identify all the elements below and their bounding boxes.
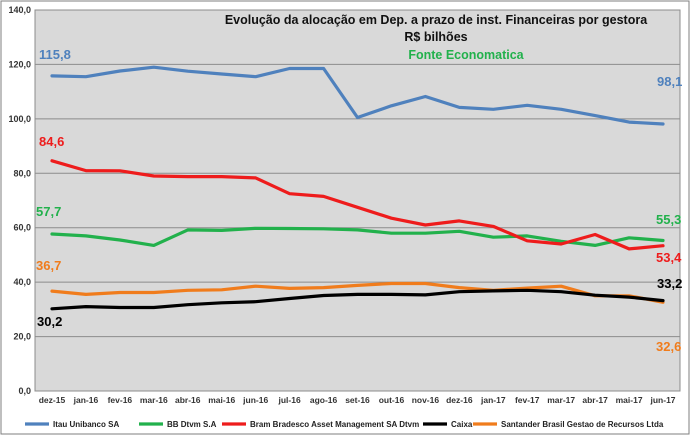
series-line bbox=[50, 226, 665, 247]
x-tick-label: nov-16 bbox=[412, 395, 440, 405]
x-tick-label: jan-17 bbox=[480, 395, 506, 405]
plot-area bbox=[34, 9, 681, 392]
series-lines bbox=[50, 65, 665, 311]
data-label: 53,4 bbox=[656, 250, 682, 265]
x-tick-label: mar-16 bbox=[140, 395, 168, 405]
y-tick-label: 100,0 bbox=[8, 114, 31, 124]
x-tick-label: set-16 bbox=[345, 395, 370, 405]
series-line bbox=[50, 281, 665, 304]
y-tick-label: 80,0 bbox=[13, 168, 31, 178]
y-tick-label: 40,0 bbox=[13, 277, 31, 287]
x-tick-label: jun-17 bbox=[650, 395, 676, 405]
x-tick-label: fev-17 bbox=[515, 395, 540, 405]
legend-label: Santander Brasil Gestao de Recursos Ltda bbox=[501, 420, 664, 429]
y-tick-label: 20,0 bbox=[13, 332, 31, 342]
data-label: 98,1 bbox=[657, 74, 682, 89]
x-tick-label: jun-16 bbox=[242, 395, 268, 405]
data-label: 84,6 bbox=[39, 134, 64, 149]
x-tick-label: abr-17 bbox=[582, 395, 608, 405]
x-tick-label: dez-15 bbox=[39, 395, 66, 405]
x-tick-label: out-16 bbox=[379, 395, 405, 405]
data-label: 30,2 bbox=[37, 314, 62, 329]
data-label: 57,7 bbox=[36, 204, 61, 219]
data-label: 33,2 bbox=[657, 276, 682, 291]
y-tick-label: 0,0 bbox=[18, 386, 31, 396]
x-tick-label: abr-16 bbox=[175, 395, 201, 405]
y-tick-label: 60,0 bbox=[13, 223, 31, 233]
x-tick-label: mai-16 bbox=[208, 395, 235, 405]
y-axis-ticks: 0,0 20,0 40,0 60,0 80,0 100,0 120,0 140,0 bbox=[8, 5, 31, 396]
x-axis-ticks: dez-15 jan-16 fev-16 mar-16 abr-16 mai-16 jun-… bbox=[39, 395, 676, 405]
series-line bbox=[50, 65, 665, 126]
data-label: 55,3 bbox=[656, 212, 681, 227]
chart-subtitle: R$ bilhões bbox=[404, 30, 467, 44]
data-label: 36,7 bbox=[36, 258, 61, 273]
x-tick-label: dez-16 bbox=[446, 395, 473, 405]
chart-title: Evolução da alocação em Dep. a prazo de … bbox=[225, 13, 648, 27]
data-labels: 115,8 98,1 57,7 55,3 84,6 53,4 30,2 33,2 36,7 32,… bbox=[36, 47, 682, 354]
x-tick-label: mar-17 bbox=[547, 395, 575, 405]
x-tick-label: fev-16 bbox=[108, 395, 133, 405]
legend-label: BB Dtvm S.A bbox=[167, 420, 217, 429]
legend-label: Itau Unibanco SA bbox=[53, 420, 119, 429]
y-tick-label: 140,0 bbox=[8, 5, 31, 15]
series-line bbox=[50, 159, 665, 251]
x-tick-label: mai-17 bbox=[616, 395, 643, 405]
data-label: 32,6 bbox=[656, 339, 681, 354]
legend-label: Caixa bbox=[451, 420, 473, 429]
legend: Itau Unibanco SA BB Dtvm S.A Bram Bradesco… bbox=[25, 420, 664, 429]
x-tick-label: jan-16 bbox=[73, 395, 99, 405]
data-label: 115,8 bbox=[39, 47, 71, 62]
series-line bbox=[50, 288, 665, 311]
x-tick-label: jul-16 bbox=[278, 395, 301, 405]
y-tick-label: 120,0 bbox=[8, 59, 31, 69]
chart-source: Fonte Economatica bbox=[408, 48, 524, 62]
x-tick-label: ago-16 bbox=[310, 395, 338, 405]
legend-label: Bram Bradesco Asset Management SA Dtvm bbox=[250, 420, 419, 429]
